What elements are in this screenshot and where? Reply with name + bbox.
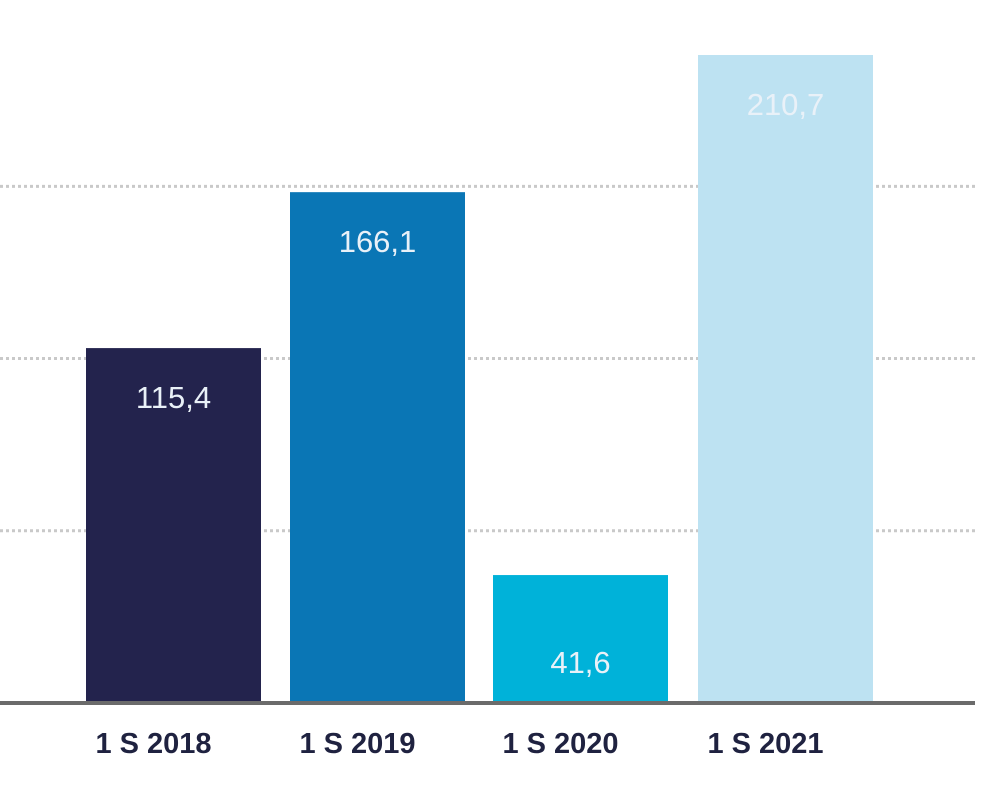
- x-tick-label-1: 1 S 2018: [95, 728, 211, 760]
- bar-2: [290, 192, 465, 703]
- x-tick-label-4: 1 S 2021: [707, 728, 823, 760]
- bar-value-label-1: 115,4: [136, 380, 211, 415]
- bar-value-label-4: 210,7: [747, 87, 825, 122]
- bar-value-label-2: 166,1: [339, 224, 417, 259]
- bar-value-label-3: 41,6: [550, 645, 610, 680]
- x-tick-label-3: 1 S 2020: [502, 728, 618, 760]
- x-tick-label-2: 1 S 2019: [299, 728, 415, 760]
- bar-1: [86, 348, 261, 703]
- bar-3: [493, 575, 668, 703]
- bar-4: [698, 55, 873, 703]
- bars-layer: [86, 55, 873, 703]
- labels-layer: 115,4 1 S 2018 166,1 1 S 2019 41,6 1 S 2020 21…: [95, 87, 824, 760]
